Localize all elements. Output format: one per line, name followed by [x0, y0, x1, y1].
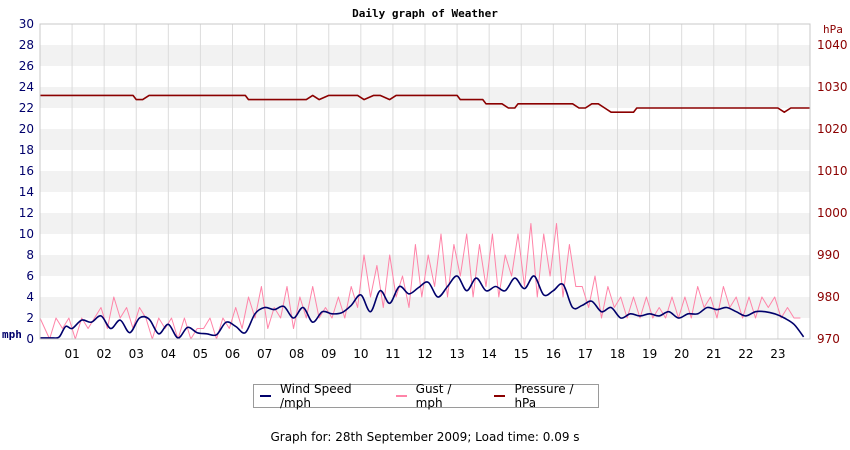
- legend-label-wind-speed: Wind Speed /mph: [280, 382, 352, 410]
- right-tick-label: 1020: [817, 122, 848, 136]
- left-tick-label: 2: [26, 311, 34, 325]
- right-tick-label: 990: [817, 248, 840, 262]
- legend-swatch-wind-speed: [260, 395, 272, 397]
- chart-title: Daily graph of Weather: [352, 7, 498, 20]
- x-tick-label: 13: [449, 347, 464, 361]
- x-tick-label: 16: [546, 347, 561, 361]
- left-tick-label: 30: [19, 17, 34, 31]
- series-layer: [39, 94, 810, 340]
- x-tick-label: 11: [385, 347, 400, 361]
- legend-swatch-gust: [395, 395, 407, 397]
- left-tick-label: 24: [19, 80, 34, 94]
- legend-item-pressure: Pressure / hPa: [494, 382, 592, 410]
- wind-speed-series-line: [39, 275, 805, 339]
- x-tick-label: 23: [770, 347, 785, 361]
- left-tick-label: 8: [26, 248, 34, 262]
- x-tick-label: 18: [610, 347, 625, 361]
- left-tick-label: 20: [19, 122, 34, 136]
- x-tick-label: 14: [482, 347, 497, 361]
- right-tick-label: 980: [817, 290, 840, 304]
- x-tick-label: 02: [97, 347, 112, 361]
- x-tick-label: 08: [289, 347, 304, 361]
- left-tick-label: 16: [19, 164, 34, 178]
- left-tick-label: 26: [19, 59, 34, 73]
- x-tick-label: 21: [706, 347, 721, 361]
- x-tick-label: 09: [321, 347, 336, 361]
- x-tick-label: 15: [514, 347, 529, 361]
- x-tick-label: 19: [642, 347, 657, 361]
- x-tick-label: 07: [257, 347, 272, 361]
- left-axis-unit-label: mph: [2, 328, 22, 341]
- pressure-series-line: [40, 94, 810, 113]
- left-tick-label: 6: [26, 269, 34, 283]
- left-tick-label: 28: [19, 38, 34, 52]
- right-axis-unit-label: hPa: [823, 23, 843, 36]
- left-tick-label: 0: [26, 332, 34, 346]
- legend-label-gust: Gust / mph: [415, 382, 452, 410]
- left-tick-label: 4: [26, 290, 34, 304]
- left-tick-label: 14: [19, 185, 34, 199]
- plot-frame: [39, 23, 811, 340]
- x-tick-label: 05: [193, 347, 208, 361]
- right-tick-label: 1000: [817, 206, 848, 220]
- right-tick-label: 970: [817, 332, 840, 346]
- plot-gridlines: [71, 24, 779, 339]
- x-tick-label: 12: [417, 347, 432, 361]
- right-tick-label: 1040: [817, 38, 848, 52]
- legend-item-gust: Gust / mph: [395, 382, 477, 410]
- left-tick-label: 12: [19, 206, 34, 220]
- chart-legend: Wind Speed /mph Gust / mph Pressure / hP…: [253, 382, 599, 410]
- x-tick-label: 17: [578, 347, 593, 361]
- right-tick-label: 1030: [817, 80, 848, 94]
- right-axis-ticks: 970 980 990 1000 1010 1020 1030 1040: [817, 38, 848, 346]
- x-tick-label: 01: [64, 347, 79, 361]
- x-tick-label: 04: [161, 347, 176, 361]
- x-tick-label: 06: [225, 347, 240, 361]
- x-axis-ticks: 01 02 03 04 05 06 07 08 09 10 11 12 13 14 15 16 17 18 19 20…: [64, 347, 785, 361]
- left-tick-label: 18: [19, 143, 34, 157]
- graph-footer: Graph for: 28th September 2009; Load tim…: [270, 430, 580, 444]
- x-tick-label: 03: [129, 347, 144, 361]
- left-tick-label: 10: [19, 227, 34, 241]
- right-tick-label: 1010: [817, 164, 848, 178]
- legend-item-wind-speed: Wind Speed /mph: [260, 382, 378, 410]
- x-tick-label: 20: [674, 347, 689, 361]
- x-tick-label: 22: [738, 347, 753, 361]
- legend-label-pressure: Pressure / hPa: [514, 382, 574, 410]
- left-tick-label: 22: [19, 101, 34, 115]
- legend-swatch-pressure: [494, 395, 506, 397]
- gust-series-line: [39, 223, 801, 340]
- x-tick-label: 10: [353, 347, 368, 361]
